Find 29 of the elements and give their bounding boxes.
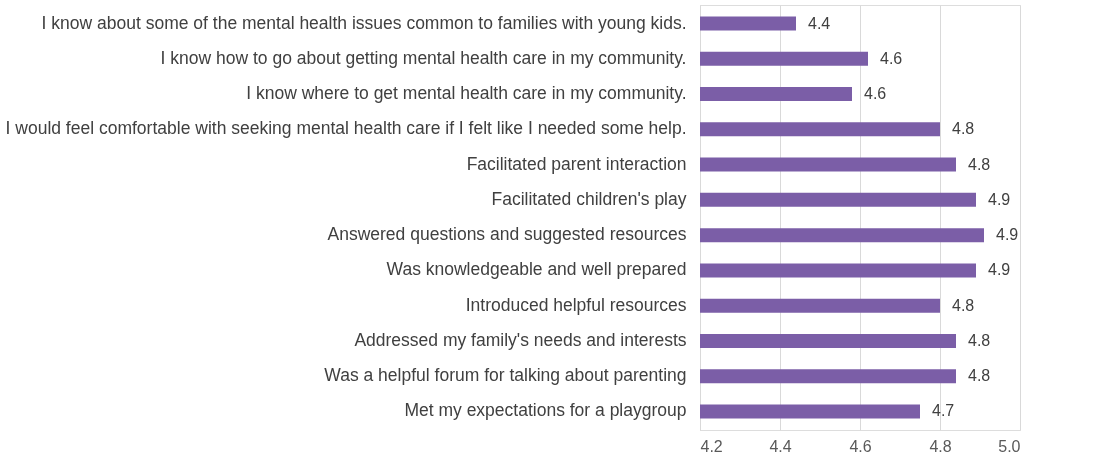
data-label: 4.8 [968,331,991,349]
x-tick-label: 4.6 [849,437,872,455]
y-tick-label: I know about some of the mental health issues common to families with young kids. [41,12,687,33]
data-label: 4.4 [808,14,831,32]
y-tick-label: Facilitated parent interaction [466,153,687,174]
data-label: 4.6 [880,49,903,67]
y-tick-label: I would feel comfortable with seeking mental health care if I felt like I needed some help. [5,118,687,139]
data-label: 4.9 [988,190,1011,208]
y-tick-label: Introduced helpful resources [465,294,687,315]
x-tick-label: 4.4 [769,437,792,455]
data-label: 4.8 [952,120,975,138]
data-label: 4.6 [864,85,887,103]
data-label: 4.8 [968,367,991,385]
data-label: 4.7 [932,402,955,420]
y-tick-label: I know where to get mental health care in my community. [246,83,687,104]
y-tick-label: Facilitated children's play [491,188,687,209]
y-tick-label: Addressed my family's needs and interests [354,329,687,350]
data-label: 4.9 [996,226,1019,244]
y-tick-label: Was a helpful forum for talking about parenting [324,365,687,386]
y-tick-label: Was knowledgeable and well prepared [386,259,687,280]
data-label: 4.9 [988,261,1011,279]
data-label: 4.8 [952,296,975,314]
data-label: 4.8 [968,155,991,173]
y-tick-label: Answered questions and suggested resources [327,224,687,245]
x-tick-label: 4.8 [929,437,952,455]
x-tick-label: 5.0 [998,437,1021,455]
y-tick-label: I know how to go about getting mental health care in my community. [160,47,687,68]
x-tick-label: 4.2 [700,437,723,455]
y-tick-label: Met my expectations for a playgroup [404,400,687,421]
